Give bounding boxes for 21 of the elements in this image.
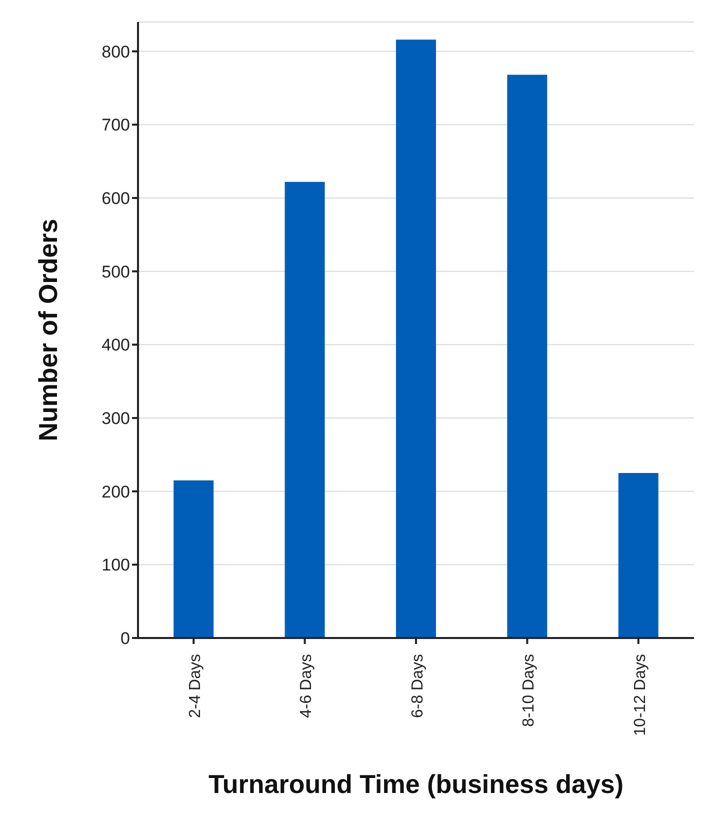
y-tick-label: 200 [102, 482, 130, 502]
y-tick-label: 700 [102, 116, 130, 135]
x-tick-label: 4-6 Days [298, 654, 316, 718]
y-axis-title: Number of Orders [33, 218, 64, 442]
y-tick-label: 600 [102, 189, 130, 208]
bar [174, 480, 214, 638]
y-tick-label: 400 [102, 336, 130, 355]
x-axis-title: Turnaround Time (business days) [208, 769, 624, 799]
bar [396, 40, 436, 638]
x-tick-label: 2-4 Days [186, 654, 204, 718]
y-tick-label: 100 [102, 556, 130, 575]
bar [507, 74, 548, 638]
x-tick-label: 10-12 Days [632, 654, 649, 736]
bar [618, 473, 658, 638]
y-tick-label: 300 [102, 409, 130, 428]
x-tick-label: 6-8 Days [409, 654, 426, 718]
y-tick-label: 500 [102, 262, 130, 282]
y-tick-label: 0 [120, 629, 130, 648]
bar [284, 182, 325, 638]
y-tick-label: 800 [102, 42, 130, 62]
x-tick-label: 8-10 Days [520, 654, 538, 727]
